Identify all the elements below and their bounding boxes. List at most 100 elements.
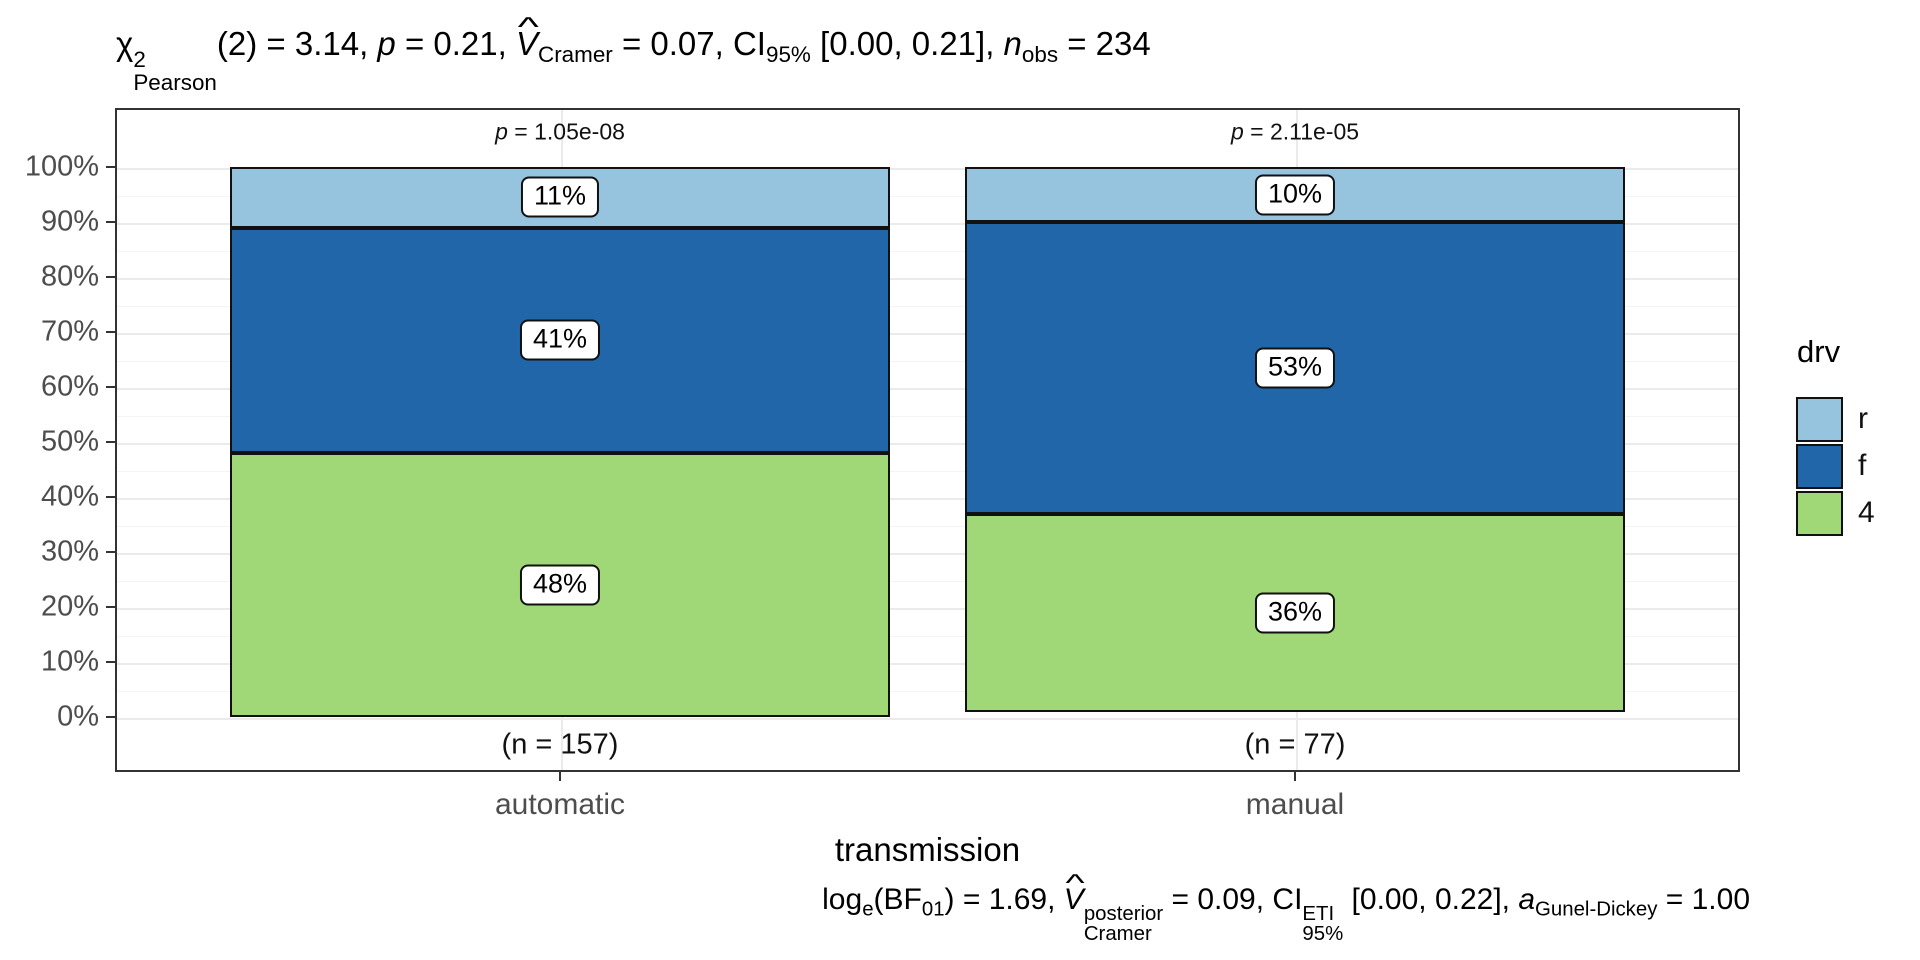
gridline-minor [117, 196, 1738, 197]
gridline-major [117, 718, 1738, 720]
legend-key-4 [1796, 491, 1843, 536]
expr-segment: χ [116, 25, 134, 62]
p-value-symbol: p [495, 118, 508, 145]
gridline-major [117, 498, 1738, 500]
expr-segment: log [822, 883, 863, 916]
y-tick-mark [106, 331, 115, 333]
percent-label: 48% [519, 564, 601, 606]
gridline-minor [117, 306, 1738, 307]
y-tick-mark [106, 716, 115, 718]
expr-segment: n [1003, 25, 1022, 62]
n-obs-label: (n = 77) [1244, 728, 1346, 761]
expr-segment: = 0.07, CI [612, 25, 766, 62]
expr-segment: Cramer [537, 42, 613, 68]
y-tick-mark [106, 166, 115, 168]
legend-key-f [1796, 444, 1843, 489]
expr-segment: p [377, 25, 396, 62]
p-value-symbol: p [1230, 118, 1244, 145]
p-value-text: = 2.11e-05 [1243, 118, 1360, 145]
y-tick-label: 60% [40, 370, 99, 403]
p-value-label: p = 1.05e-08 [495, 119, 625, 146]
legend-title: drv [1797, 334, 1841, 369]
gridline-minor [117, 416, 1738, 417]
y-tick-mark [106, 276, 115, 278]
expr-segment: e [862, 898, 874, 921]
y-tick-label: 100% [24, 150, 99, 183]
percent-label: 53% [1254, 347, 1336, 389]
expr-segment: = 0.21, [395, 25, 516, 62]
percent-label: 41% [519, 319, 601, 361]
y-tick-label: 0% [57, 700, 99, 733]
y-tick-mark [106, 386, 115, 388]
x-tick-mark [1294, 772, 1296, 781]
expr-segment: (2) = 3.14, [216, 25, 378, 62]
percent-label: 11% [520, 176, 600, 218]
expr-segment: Gunel-Dickey [1535, 898, 1658, 921]
y-tick-label: 30% [40, 535, 99, 568]
gridline-major [117, 443, 1738, 445]
gridline-minor [117, 526, 1738, 527]
y-tick-label: 40% [40, 480, 99, 513]
legend-key-r [1796, 397, 1843, 442]
expr-segment: = 1.00 [1657, 883, 1750, 916]
gridline-major [117, 663, 1738, 665]
expr-segment: obs [1021, 42, 1059, 68]
expr-segment: 2 Pearson [133, 46, 217, 95]
y-tick-mark [106, 496, 115, 498]
expr-segment: [0.00, 0.21], [810, 25, 1004, 62]
expr-segment: = 234 [1058, 25, 1151, 62]
legend-label: 4 [1858, 496, 1875, 529]
gridline-major [117, 223, 1738, 225]
expr-segment: V [516, 20, 538, 68]
gridline-major [117, 333, 1738, 335]
bar-segment-4 [230, 453, 890, 717]
gridline-major [117, 168, 1738, 170]
expr-segment: posterior Cramer [1083, 902, 1164, 946]
percent-label: 10% [1254, 174, 1336, 215]
y-tick-label: 50% [40, 425, 99, 458]
x-tick-label: automatic [494, 788, 626, 821]
expr-segment: [0.00, 0.22], [1343, 883, 1519, 916]
y-tick-label: 20% [40, 590, 99, 623]
gridline-major [117, 278, 1738, 280]
y-tick-mark [106, 606, 115, 608]
bar-automatic [230, 167, 890, 717]
legend-label: r [1858, 402, 1868, 435]
y-tick-mark [106, 441, 115, 443]
y-tick-mark [106, 551, 115, 553]
n-obs-label: (n = 157) [501, 728, 619, 761]
gridline-minor [117, 581, 1738, 582]
expr-segment: ) = 1.69, [944, 883, 1064, 916]
p-value-text: = 1.05e-08 [507, 118, 625, 145]
legend-label: f [1858, 449, 1867, 482]
y-tick-label: 80% [40, 260, 99, 293]
expr-segment: ETI 95% [1302, 902, 1344, 946]
x-axis-title: transmission [834, 831, 1021, 868]
x-tick-mark [559, 772, 561, 781]
gridline-major [117, 388, 1738, 390]
expr-segment: a [1518, 883, 1536, 916]
percent-label: 36% [1254, 592, 1336, 633]
gridline-major [117, 608, 1738, 610]
y-tick-mark [106, 661, 115, 663]
y-tick-label: 90% [40, 205, 99, 238]
gridline-minor [117, 691, 1738, 692]
y-tick-label: 10% [40, 645, 99, 678]
x-tick-label: manual [1245, 788, 1345, 821]
gridline-minor [117, 361, 1738, 362]
expr-segment: 95% [765, 42, 811, 68]
y-tick-label: 70% [40, 315, 99, 348]
expr-segment: (BF [873, 883, 922, 916]
gridline-minor [117, 471, 1738, 472]
expr-segment: 01 [921, 898, 945, 921]
y-tick-mark [106, 221, 115, 223]
gridline-minor [117, 251, 1738, 252]
gridline-major [117, 553, 1738, 555]
expr-segment: V [1064, 878, 1084, 922]
expr-segment: = 0.09, CI [1163, 883, 1303, 916]
gridline-minor [117, 636, 1738, 637]
chart-caption: loge(BF01) = 1.69, VposteriorCramer = 0.… [822, 878, 1750, 945]
p-value-label: p = 2.11e-05 [1231, 119, 1359, 146]
